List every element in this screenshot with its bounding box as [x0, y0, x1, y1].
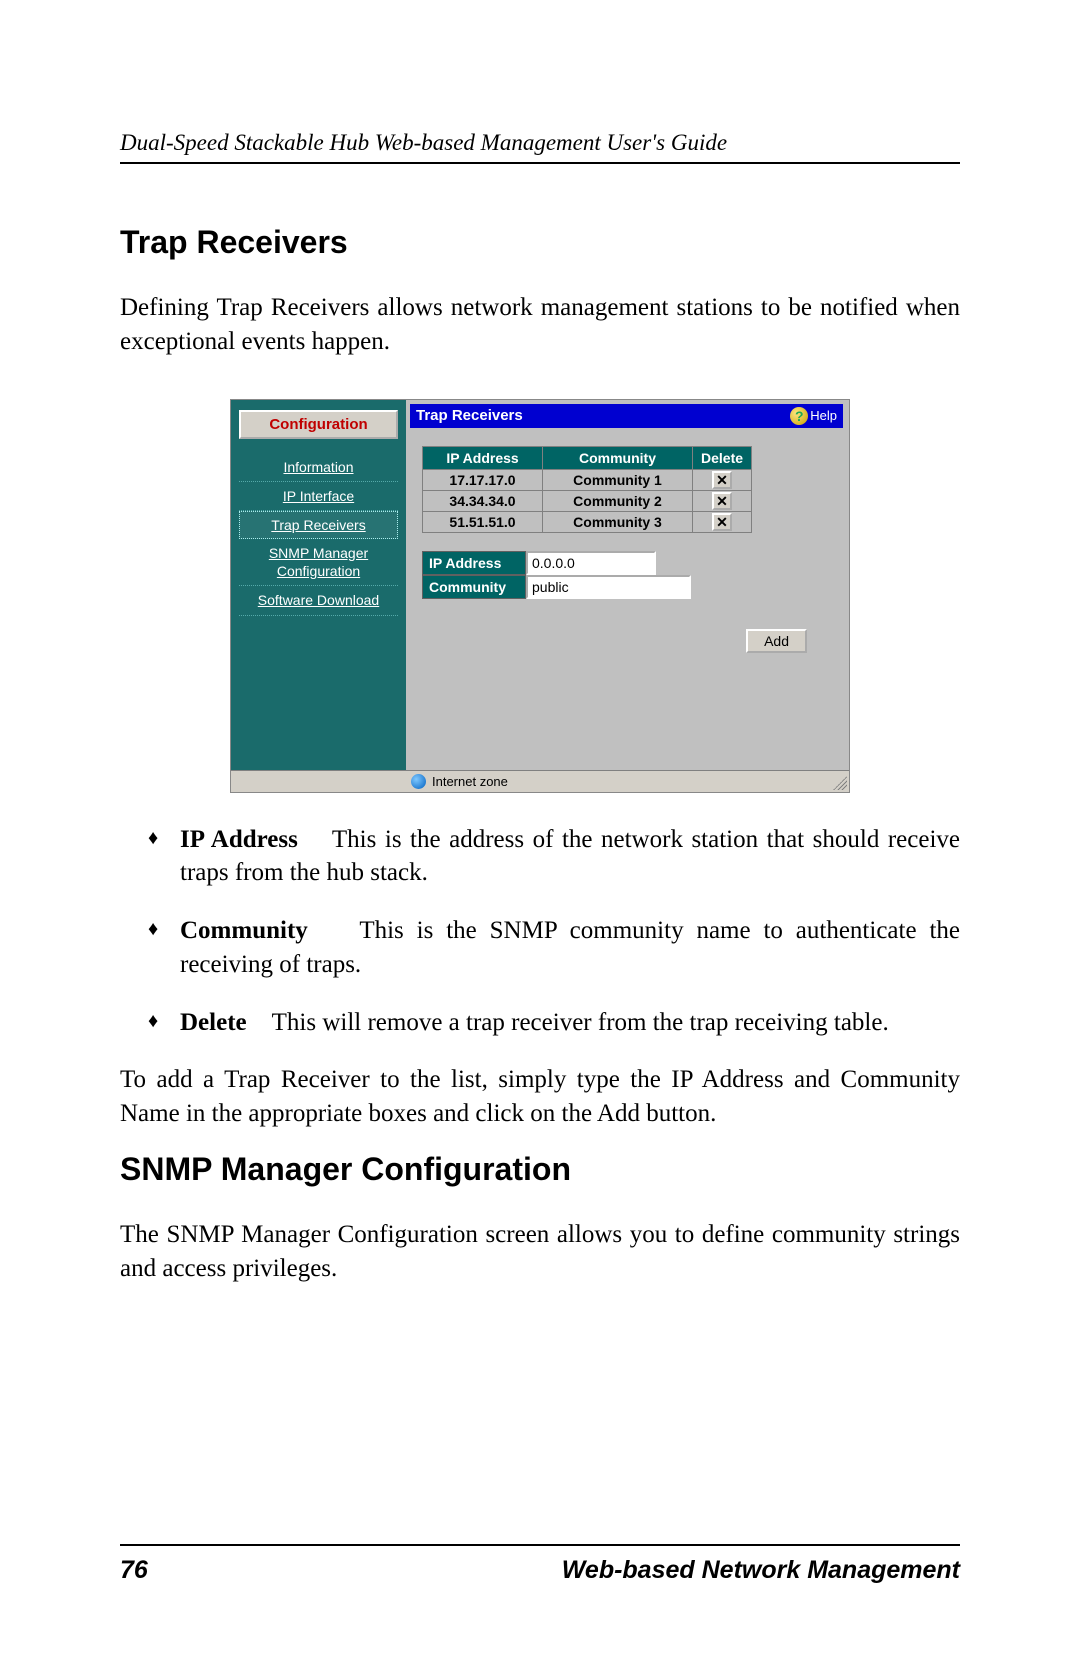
- community-label: Community: [422, 575, 526, 599]
- add-instructions: To add a Trap Receiver to the list, simp…: [120, 1063, 960, 1131]
- delete-button[interactable]: ✕: [712, 492, 732, 510]
- configuration-button[interactable]: Configuration: [239, 410, 398, 439]
- page-number: 76: [120, 1556, 148, 1585]
- cell-ip: 17.17.17.0: [423, 469, 543, 490]
- screenshot-figure: Configuration Information IP Interface T…: [230, 399, 850, 793]
- term: IP Address: [180, 826, 298, 853]
- list-item: Community This is the SNMP community nam…: [148, 914, 960, 982]
- cell-community: Community 2: [543, 490, 693, 511]
- list-item: Delete This will remove a trap receiver …: [148, 1006, 960, 1040]
- cell-ip: 34.34.34.0: [423, 490, 543, 511]
- delete-button[interactable]: ✕: [712, 513, 732, 531]
- internet-zone-icon: [411, 774, 426, 789]
- term: Delete: [180, 1009, 247, 1036]
- ip-address-input[interactable]: [526, 551, 656, 575]
- sidebar-item-ip-interface[interactable]: IP Interface: [239, 482, 398, 511]
- col-ip-address: IP Address: [423, 446, 543, 469]
- term: Community: [180, 917, 308, 944]
- delete-button[interactable]: ✕: [712, 471, 732, 489]
- cell-ip: 51.51.51.0: [423, 511, 543, 532]
- col-community: Community: [543, 446, 693, 469]
- list-item: IP Address This is the address of the ne…: [148, 823, 960, 891]
- help-icon: ?: [790, 407, 808, 425]
- table-row: 51.51.51.0 Community 3 ✕: [423, 511, 752, 532]
- term-text: This will remove a trap receiver from th…: [272, 1009, 889, 1036]
- trap-receivers-table: IP Address Community Delete 17.17.17.0 C…: [422, 446, 752, 533]
- add-form: IP Address Community: [422, 551, 833, 599]
- section-title-snmp: SNMP Manager Configuration: [120, 1151, 960, 1188]
- sidebar-item-trap-receivers[interactable]: Trap Receivers: [239, 511, 398, 539]
- footer-section-title: Web-based Network Management: [562, 1556, 960, 1585]
- main-panel: Trap Receivers ? Help IP Address Communi…: [406, 400, 849, 770]
- config-sidebar: Configuration Information IP Interface T…: [231, 400, 406, 770]
- table-row: 17.17.17.0 Community 1 ✕: [423, 469, 752, 490]
- page-footer: 76 Web-based Network Management: [120, 1544, 960, 1585]
- snmp-intro: The SNMP Manager Configuration screen al…: [120, 1218, 960, 1286]
- cell-community: Community 1: [543, 469, 693, 490]
- status-bar: Internet zone: [231, 770, 849, 792]
- section-title-trap-receivers: Trap Receivers: [120, 224, 960, 261]
- cell-community: Community 3: [543, 511, 693, 532]
- running-header: Dual-Speed Stackable Hub Web-based Manag…: [120, 130, 960, 164]
- resize-grip-icon: [833, 776, 847, 790]
- panel-title: Trap Receivers: [416, 407, 523, 424]
- ip-address-label: IP Address: [422, 551, 526, 575]
- sidebar-item-information[interactable]: Information: [239, 453, 398, 482]
- table-row: 34.34.34.0 Community 2 ✕: [423, 490, 752, 511]
- panel-titlebar: Trap Receivers ? Help: [410, 404, 843, 428]
- sidebar-item-software-download[interactable]: Software Download: [239, 586, 398, 615]
- intro-paragraph: Defining Trap Receivers allows network m…: [120, 291, 960, 359]
- field-description-list: IP Address This is the address of the ne…: [148, 823, 960, 1040]
- help-label: Help: [810, 408, 837, 423]
- help-button[interactable]: ? Help: [790, 407, 837, 425]
- sidebar-item-snmp-manager[interactable]: SNMP Manager Configuration: [239, 539, 398, 586]
- community-input[interactable]: [526, 575, 691, 599]
- add-button[interactable]: Add: [746, 629, 807, 653]
- col-delete: Delete: [693, 446, 752, 469]
- status-text: Internet zone: [432, 774, 508, 789]
